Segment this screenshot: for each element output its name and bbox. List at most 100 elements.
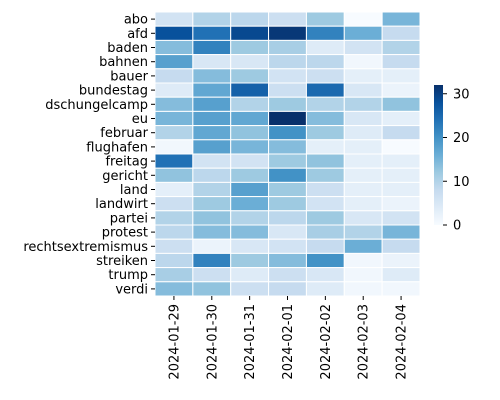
- column-tick-label: 2024-02-01: [281, 304, 296, 380]
- heatmap-cell: [305, 252, 345, 269]
- heatmap-cell: [343, 167, 383, 183]
- heatmap-cell: [343, 125, 383, 141]
- heatmap-cell: [192, 96, 232, 112]
- heatmap-cell: [381, 125, 421, 141]
- heatmap-cell: [343, 267, 383, 283]
- heatmap-cell: [381, 110, 421, 127]
- heatmap-cell: [305, 82, 345, 98]
- heatmap-cell: [154, 25, 194, 41]
- heatmap-cell: [305, 196, 345, 212]
- heatmap-cell: [268, 167, 307, 183]
- heatmap-cell: [192, 167, 232, 183]
- row-tick-label: verdi: [115, 282, 148, 297]
- heatmap-cell: [154, 267, 194, 283]
- heatmap-cell: [230, 153, 270, 169]
- row-tick-label: flughafen: [86, 140, 148, 155]
- row-tick-label: gericht: [102, 169, 148, 184]
- row-tick-label: streiken: [96, 254, 148, 269]
- heatmap-cell: [343, 196, 383, 212]
- heatmap-cell: [230, 11, 270, 27]
- heatmap-cell: [230, 82, 270, 98]
- heatmap-cell: [192, 68, 232, 84]
- heatmap-cell: [154, 281, 194, 297]
- heatmap-cell: [381, 153, 421, 169]
- heatmap-cell: [154, 54, 194, 70]
- heatmap-cell: [154, 39, 194, 56]
- heatmap-cell: [154, 153, 194, 169]
- row-tick-label: landwirt: [95, 197, 148, 212]
- row-tick-label: rechtsextremismus: [23, 240, 148, 255]
- heatmap-cell: [230, 252, 270, 269]
- heatmap-cell: [154, 167, 194, 183]
- heatmap-cell: [305, 68, 345, 84]
- heatmap-cell: [343, 281, 383, 297]
- heatmap-cell: [268, 153, 307, 169]
- heatmap-cell: [305, 153, 345, 169]
- heatmap-cell: [154, 96, 194, 112]
- heatmap-cell: [343, 96, 383, 112]
- heatmap-cell: [343, 139, 383, 155]
- heatmap-cell: [268, 125, 307, 141]
- heatmap-cell: [230, 238, 270, 254]
- heatmap-cell: [305, 139, 345, 155]
- column-tick-label: 2024-01-30: [205, 304, 220, 380]
- row-tick-label: abo: [124, 13, 148, 28]
- heatmap-cell: [381, 25, 421, 41]
- heatmap-cell: [268, 68, 307, 84]
- row-tick-label: dschungelcamp: [45, 98, 148, 113]
- heatmap-cell: [381, 196, 421, 212]
- heatmap-cell: [192, 110, 232, 127]
- row-tick-label: eu: [132, 112, 148, 127]
- colorbar-tick-label: 20: [453, 131, 470, 146]
- heatmap-cell: [305, 267, 345, 283]
- heatmap-cell: [154, 11, 194, 27]
- row-tick-label: partei: [110, 211, 148, 226]
- heatmap-cell: [230, 68, 270, 84]
- row-tick-label: bauer: [110, 69, 148, 84]
- heatmap-cell: [192, 125, 232, 141]
- row-tick-label: afd: [127, 27, 148, 42]
- heatmap-cell: [192, 252, 232, 269]
- heatmap-cell: [305, 210, 345, 226]
- column-tick-label: 2024-01-29: [167, 304, 182, 380]
- heatmap-cell: [230, 281, 270, 297]
- heatmap-cell: [154, 252, 194, 269]
- row-tick-label: bahnen: [99, 55, 148, 70]
- heatmap-cell: [305, 224, 345, 240]
- row-tick-label: baden: [107, 41, 148, 56]
- colorbar: 0 10 20 30: [434, 85, 470, 234]
- heatmap-cell: [268, 54, 307, 70]
- heatmap-cell: [381, 82, 421, 98]
- heatmap-cell: [268, 252, 307, 269]
- heatmap-cell: [154, 125, 194, 141]
- heatmap-cell: [230, 39, 270, 56]
- heatmap-cell: [343, 25, 383, 41]
- column-tick-label: 2024-02-03: [357, 304, 372, 380]
- heatmap-cell: [154, 238, 194, 254]
- heatmap-cell: [268, 196, 307, 212]
- heatmap-cell: [268, 238, 307, 254]
- heatmap-cell: [230, 110, 270, 127]
- heatmap-cell: [305, 181, 345, 198]
- heatmap-cell: [230, 267, 270, 283]
- heatmap-cell: [343, 82, 383, 98]
- heatmap-cell: [192, 82, 232, 98]
- column-labels: 2024-01-29 2024-01-30 2024-01-31 2024-02-01…: [167, 296, 410, 380]
- heatmap-cell: [381, 54, 421, 70]
- heatmap-cell: [343, 224, 383, 240]
- heatmap-cell: [381, 39, 421, 56]
- heatmap-cell: [268, 82, 307, 98]
- heatmap-cell: [230, 139, 270, 155]
- heatmap-cell: [343, 238, 383, 254]
- heatmap-cell: [230, 224, 270, 240]
- heatmap-cell: [343, 181, 383, 198]
- heatmap-cell: [343, 153, 383, 169]
- heatmap-cell: [305, 281, 345, 297]
- heatmap-cell: [154, 110, 194, 127]
- heatmap-cell: [268, 224, 307, 240]
- row-tick-label: freitag: [105, 155, 148, 170]
- heatmap-cell: [154, 82, 194, 98]
- heatmap-cell: [192, 281, 232, 297]
- heatmap-cell: [192, 11, 232, 27]
- heatmap-cell: [154, 139, 194, 155]
